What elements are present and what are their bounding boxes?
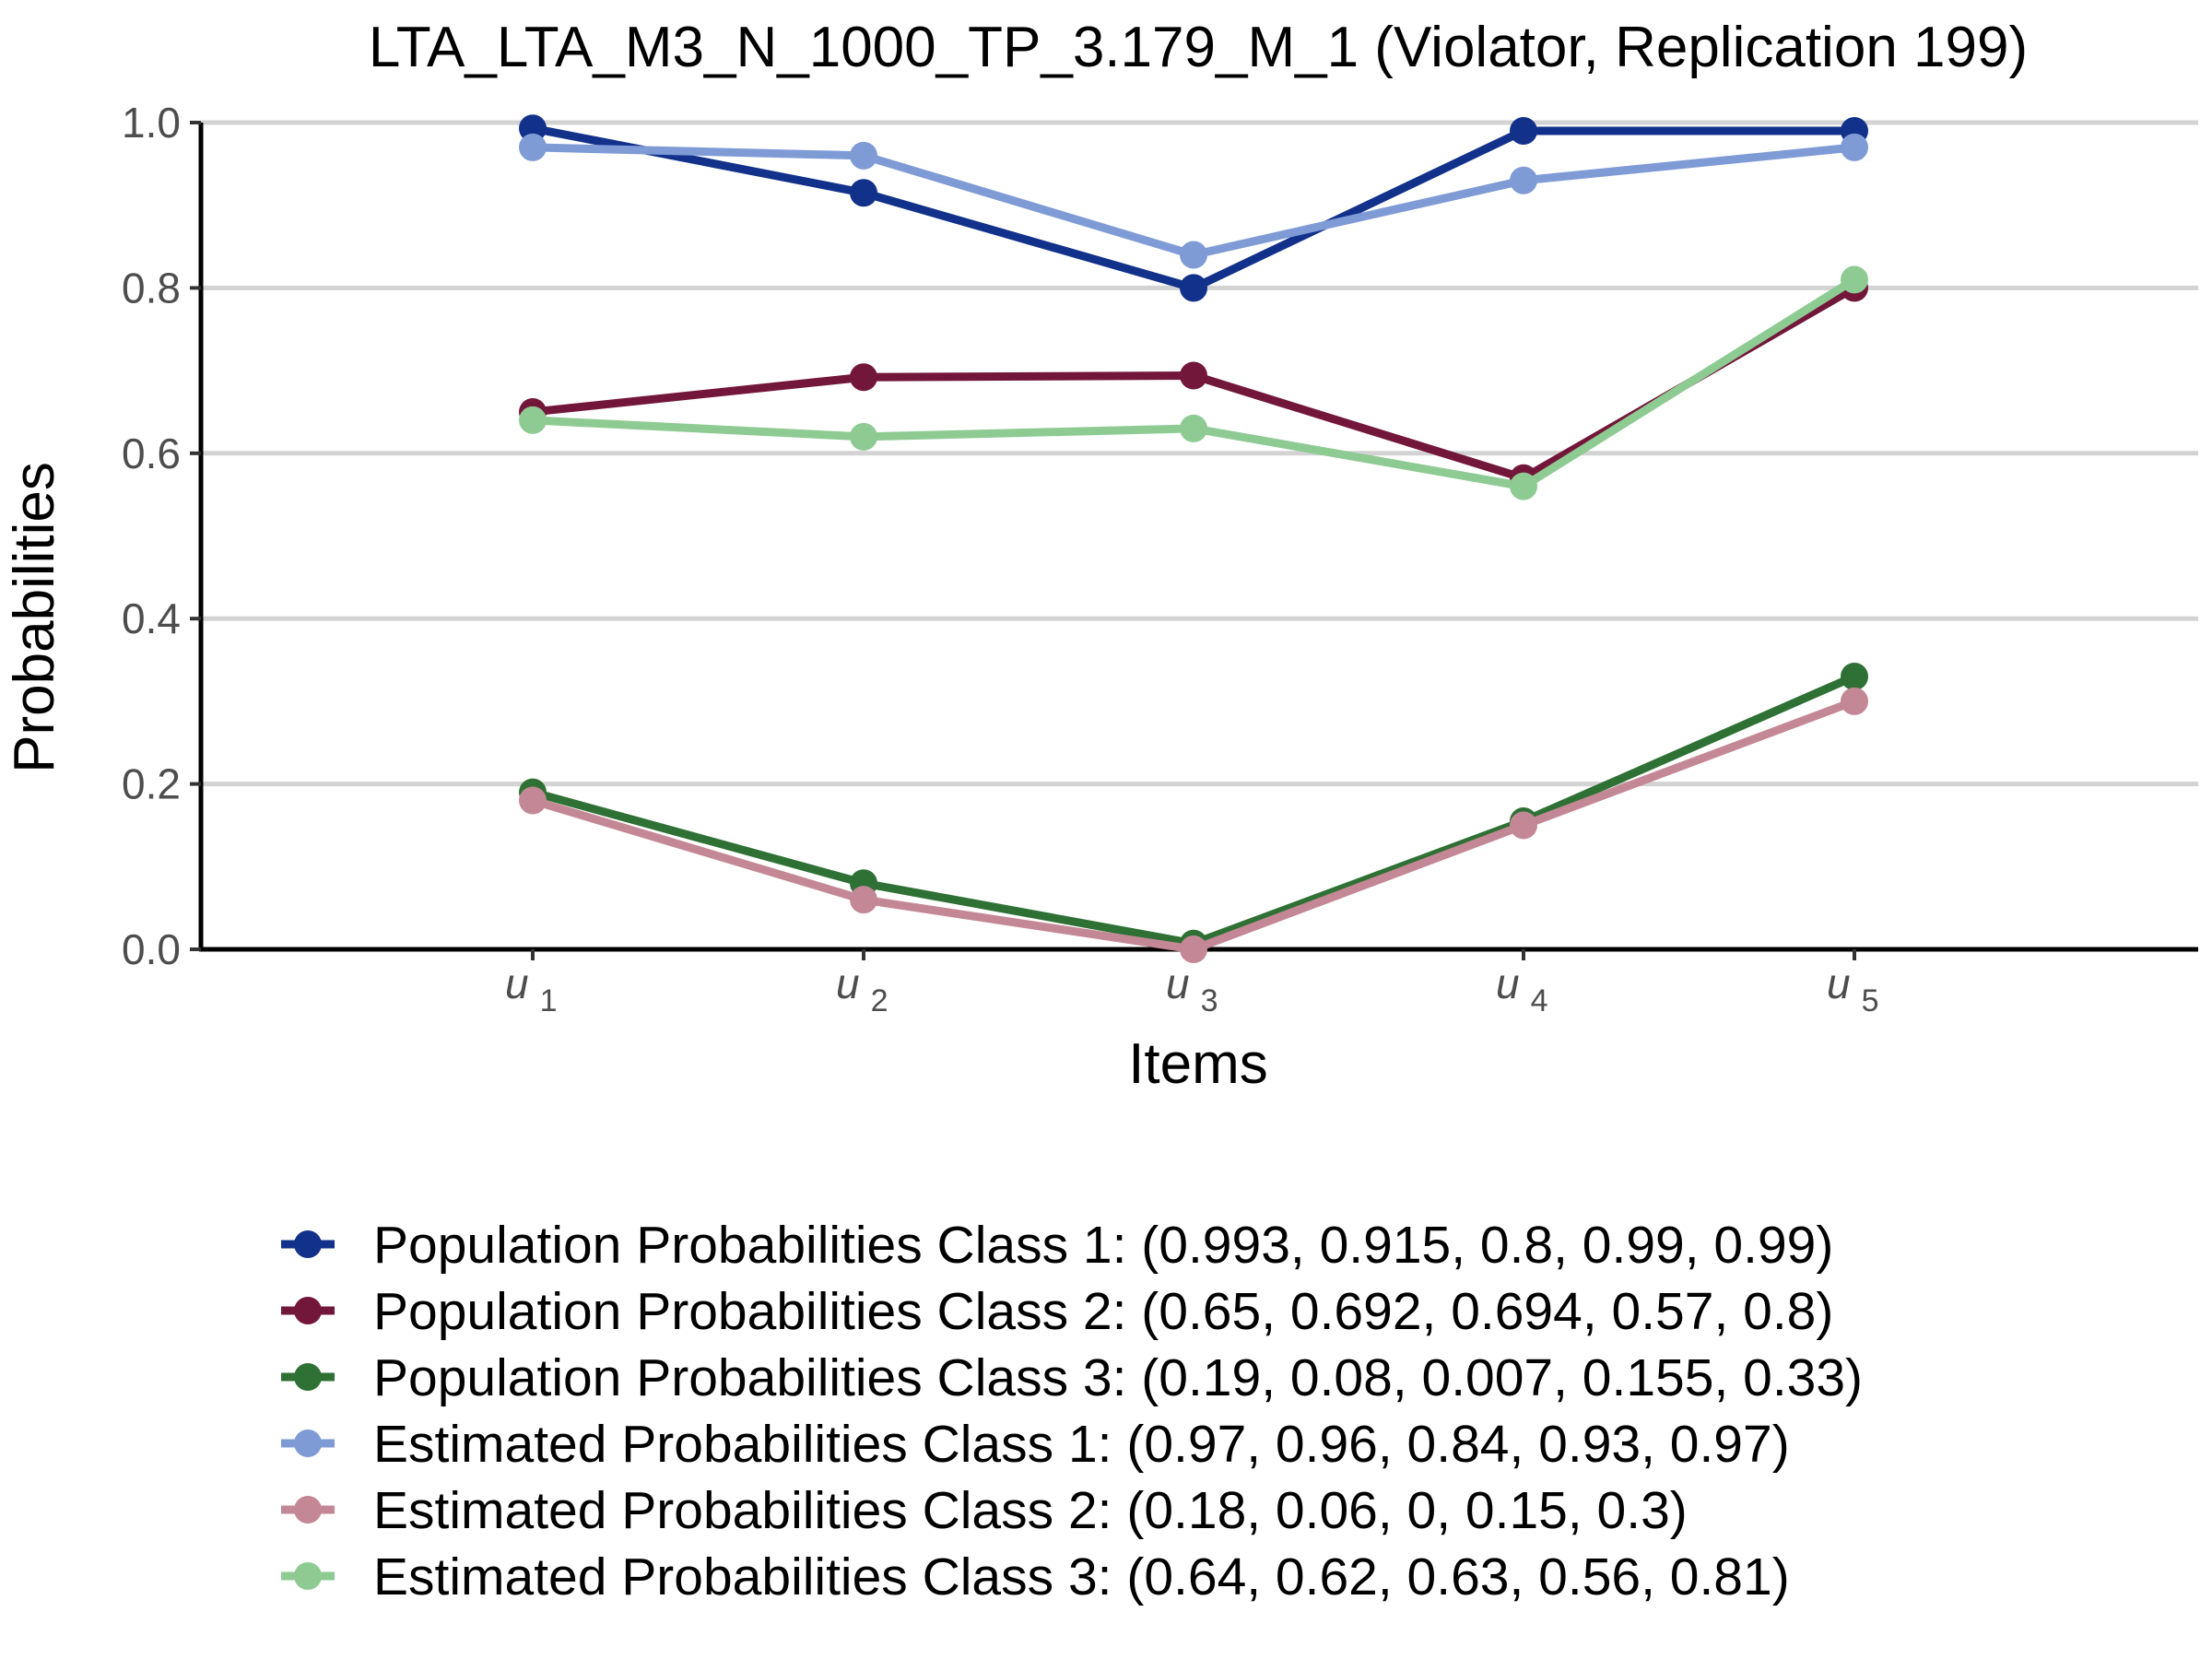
series-5 [519,687,1868,963]
legend-item: Estimated Probabilities Class 3: (0.64, … [281,1547,1790,1606]
data-point [1841,662,1868,690]
data-point [850,179,877,207]
legend-item: Population Probabilities Class 1: (0.993… [281,1216,1833,1275]
legend-item: Population Probabilities Class 2: (0.65,… [281,1282,1833,1341]
data-point [1180,274,1207,302]
legend-key-point [294,1562,322,1590]
data-point [850,363,877,392]
data-point [519,133,547,161]
legend-label: Population Probabilities Class 1: (0.993… [373,1216,1833,1275]
data-point [1510,472,1537,500]
data-point [1180,935,1207,963]
chart-title: LTA_LTA_M3_N_1000_TP_3.179_M_1 (Violator… [369,16,2028,79]
legend: Population Probabilities Class 1: (0.993… [281,1216,1863,1606]
data-point [850,141,877,170]
legend-label: Population Probabilities Class 2: (0.65,… [373,1282,1833,1341]
series-1 [519,114,1868,302]
data-point [519,114,547,143]
series-line [528,697,1859,954]
data-point [1510,166,1537,194]
data-point [1841,133,1868,161]
data-point [1510,116,1537,145]
series-2 [519,274,1868,492]
data-point [1510,811,1537,840]
legend-item: Estimated Probabilities Class 1: (0.97, … [281,1415,1790,1474]
data-point [1841,265,1868,294]
data-point [1841,687,1868,715]
y-tick-label: 0.8 [122,264,181,312]
legend-item: Estimated Probabilities Class 2: (0.18, … [281,1481,1688,1540]
series-3 [519,662,1868,958]
data-series [519,114,1868,963]
legend-item: Population Probabilities Class 3: (0.19,… [281,1348,1863,1407]
y-tick-label: 0.6 [122,429,181,477]
data-point [519,406,547,434]
legend-key-point [294,1230,322,1258]
legend-label: Population Probabilities Class 3: (0.19,… [373,1348,1863,1407]
grid-lines [201,120,2198,787]
y-tick-label: 0.4 [122,594,181,642]
legend-key-point [294,1297,322,1324]
y-tick-label: 1.0 [122,99,181,147]
y-axis-title: Probabilities [3,462,66,773]
data-point [850,886,877,914]
legend-label: Estimated Probabilities Class 2: (0.18, … [373,1481,1688,1540]
legend-key-point [294,1430,322,1457]
series-6 [519,265,1868,500]
y-tick-label: 0.0 [122,925,181,973]
y-tick-labels: 0.0 0.2 0.4 0.6 0.8 1.0 [122,99,181,973]
data-point [1180,414,1207,442]
series-line [528,672,1859,948]
legend-label: Estimated Probabilities Class 1: (0.97, … [373,1415,1790,1474]
data-point [850,422,877,451]
y-tick-label: 0.2 [122,760,181,808]
data-point [519,786,547,815]
data-point [1180,361,1207,390]
legend-key-point [294,1496,322,1524]
series-4 [519,133,1868,269]
x-axis-title: Items [1128,1032,1268,1096]
legend-key-point [294,1363,322,1391]
legend-label: Estimated Probabilities Class 3: (0.64, … [373,1547,1790,1606]
data-point [1180,241,1207,269]
